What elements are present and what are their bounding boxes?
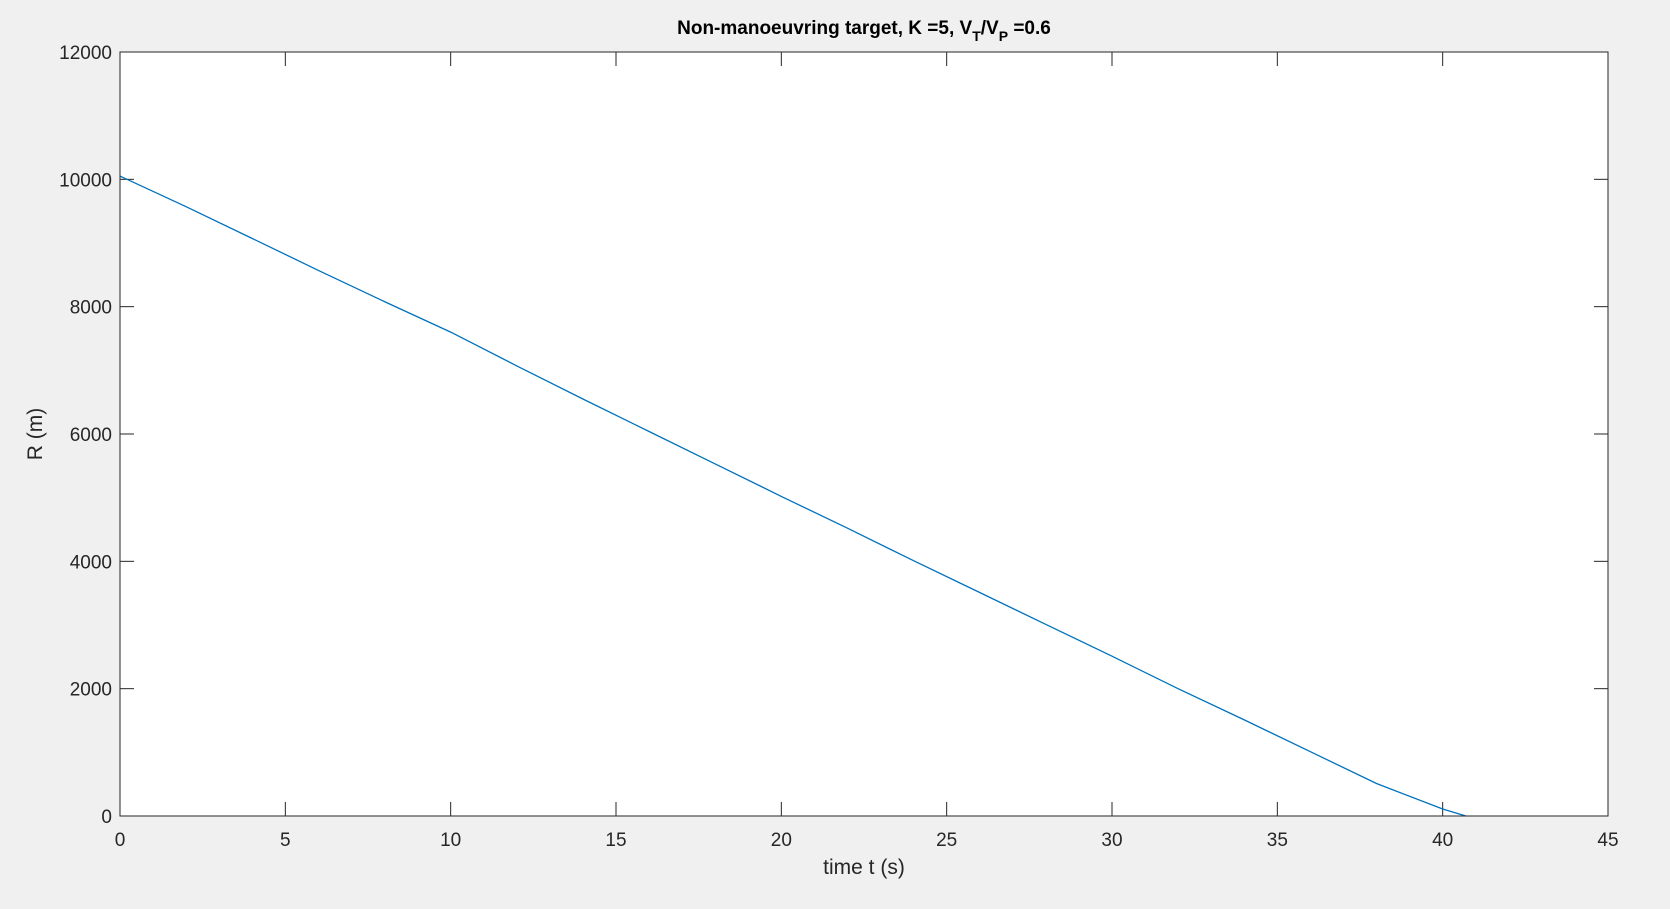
plot-area <box>120 52 1608 816</box>
y-tick-label: 6000 <box>70 425 112 446</box>
axes-box <box>119 51 1609 817</box>
x-tick-label: 10 <box>440 830 461 851</box>
y-tick-label: 12000 <box>59 43 112 64</box>
x-tick-label: 40 <box>1432 830 1453 851</box>
x-axis-label: time t (s) <box>823 856 905 879</box>
x-tick-label: 30 <box>1101 830 1122 851</box>
y-tick-label: 0 <box>101 807 112 828</box>
y-axis-label: R (m) <box>24 408 47 460</box>
title-subscript-t: T <box>972 28 981 44</box>
x-tick-label: 35 <box>1267 830 1288 851</box>
x-tick-label: 0 <box>115 830 126 851</box>
series-line-0 <box>119 175 1466 817</box>
x-tick-label: 15 <box>605 830 626 851</box>
y-tick-label: 4000 <box>70 552 112 573</box>
y-tick-label: 10000 <box>59 170 112 191</box>
chart-title: Non-manoeuvring target, K =5, VT/VP =0.6 <box>677 18 1051 44</box>
x-tick-label: 45 <box>1597 830 1618 851</box>
tick-labels-group: 0 5 10 15 20 25 30 35 40 45 0 2000 4000 6000 8000 10000… <box>59 43 1618 851</box>
ticks-group <box>119 51 1609 817</box>
x-tick-label: 20 <box>771 830 792 851</box>
x-tick-label: 25 <box>936 830 957 851</box>
x-tick-label: 5 <box>280 830 291 851</box>
title-subscript-p: P <box>999 28 1008 44</box>
y-tick-label: 8000 <box>70 298 112 319</box>
y-tick-label: 2000 <box>70 680 112 701</box>
